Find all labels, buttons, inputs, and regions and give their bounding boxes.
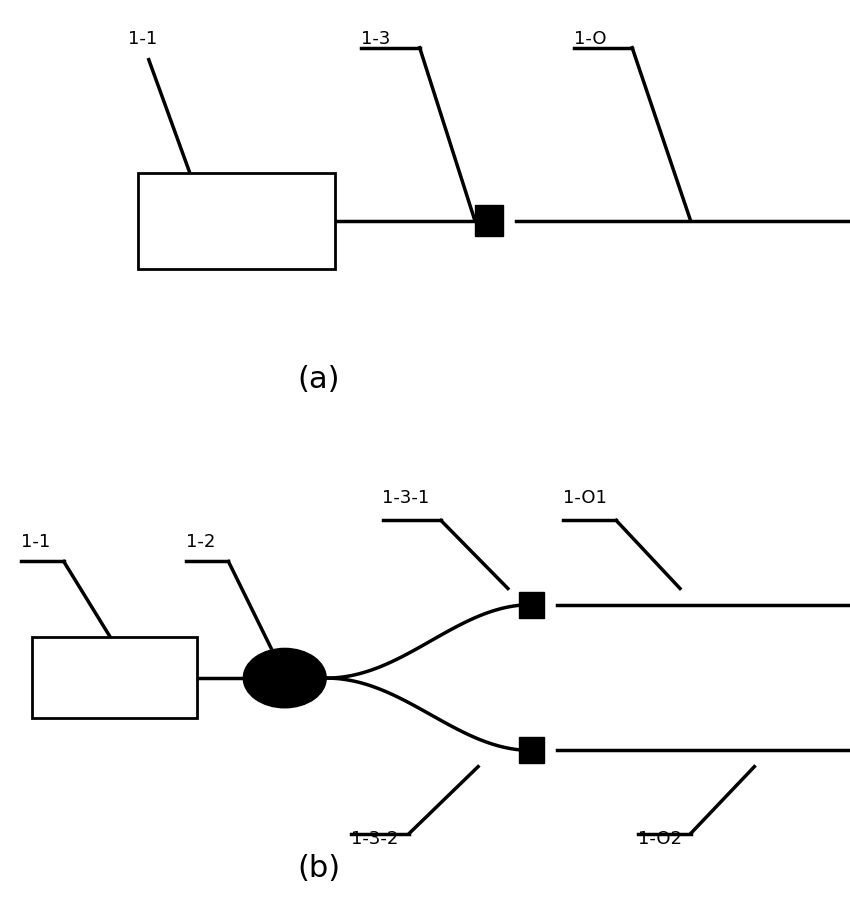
Text: 1-O: 1-O — [574, 30, 606, 48]
Text: 1-3: 1-3 — [361, 30, 391, 48]
Text: 1-3-2: 1-3-2 — [350, 830, 398, 848]
Bar — [138, 173, 335, 268]
Bar — [518, 737, 544, 764]
Text: 1-O2: 1-O2 — [638, 830, 682, 848]
Bar — [518, 591, 544, 618]
Bar — [475, 205, 502, 237]
Text: (b): (b) — [298, 854, 340, 883]
Ellipse shape — [243, 649, 326, 707]
Bar — [32, 637, 196, 718]
Text: 1-1: 1-1 — [21, 532, 50, 551]
Text: 1-3-1: 1-3-1 — [382, 490, 430, 508]
Text: 1-2: 1-2 — [186, 532, 215, 551]
Text: 1-O1: 1-O1 — [563, 490, 607, 508]
Text: (a): (a) — [298, 365, 340, 394]
Text: 1-1: 1-1 — [128, 30, 156, 48]
